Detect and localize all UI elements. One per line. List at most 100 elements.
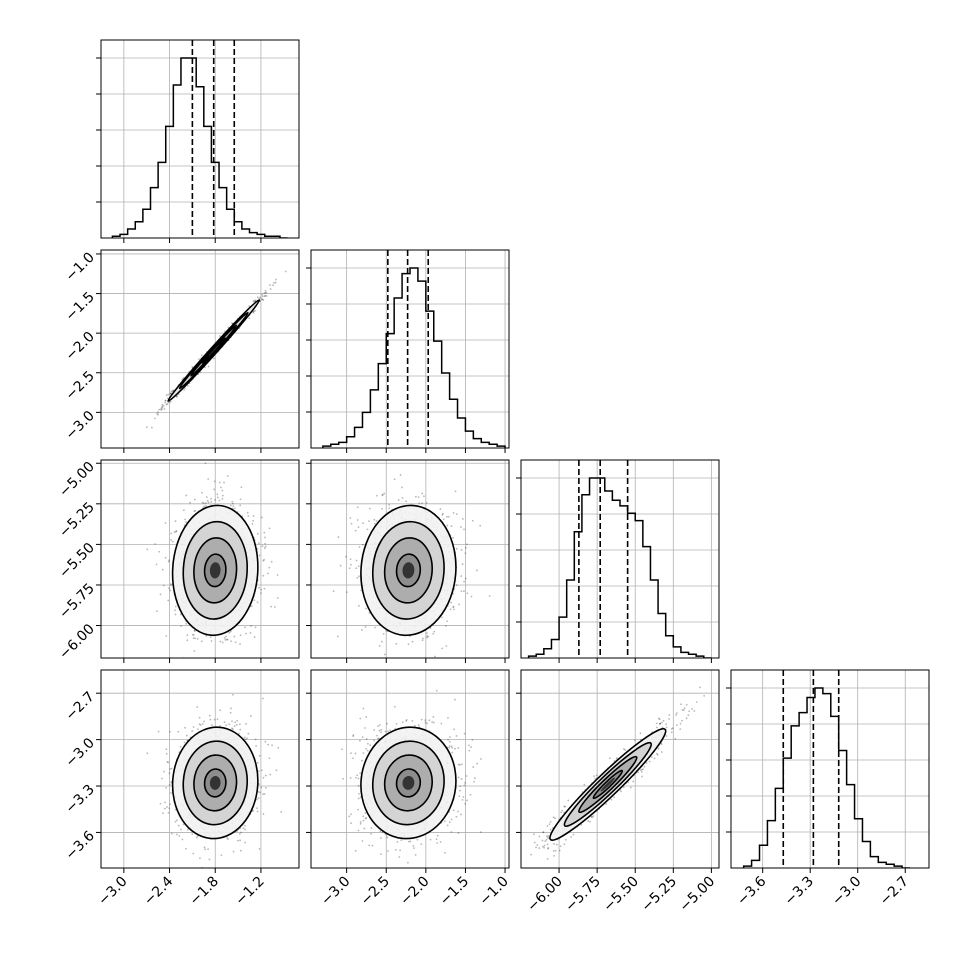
sample-point [165, 635, 168, 637]
sample-point [256, 532, 259, 535]
sample-point [203, 846, 206, 849]
sample-point [258, 754, 261, 757]
sample-point [216, 718, 219, 721]
y-tick-label: −3.6 [62, 828, 97, 863]
sample-point [228, 723, 231, 726]
sample-point [263, 295, 266, 298]
sample-point [174, 820, 177, 823]
sample-point [220, 486, 222, 489]
panel-2-2 [516, 459, 720, 663]
sample-point [458, 603, 460, 606]
sample-point [479, 524, 482, 527]
sample-point [264, 536, 266, 539]
sample-point [459, 789, 462, 792]
sample-point [252, 311, 255, 314]
sample-point [162, 404, 165, 407]
sample-point [208, 714, 211, 717]
sample-point [164, 401, 167, 404]
sample-point [225, 724, 228, 727]
sample-point [258, 586, 260, 589]
sample-point [356, 576, 359, 579]
sample-point [221, 489, 224, 492]
sample-point [171, 832, 173, 835]
sample-point [185, 734, 188, 737]
sample-point [455, 547, 458, 550]
sample-point [362, 819, 365, 822]
sample-point [216, 493, 219, 496]
sample-point [358, 546, 361, 548]
sample-point [429, 838, 432, 841]
sample-point [268, 757, 271, 760]
panel-1-0: −3.0−2.5−2.0−1.5−1.0 [62, 249, 300, 453]
sample-point [445, 625, 447, 627]
sample-point [185, 847, 187, 850]
x-tick-label: −3.3 [782, 874, 817, 909]
sample-point [356, 519, 359, 521]
sample-point [258, 297, 261, 300]
sample-point [167, 761, 170, 764]
sample-point [450, 601, 452, 604]
sample-point [193, 629, 196, 632]
sample-point [265, 295, 268, 297]
sample-point [239, 643, 241, 646]
sample-point [248, 305, 251, 307]
sample-point [421, 502, 423, 505]
sample-point [470, 746, 473, 749]
sample-point [239, 634, 242, 637]
sample-point [239, 728, 242, 731]
sample-point [244, 738, 247, 741]
sample-point [163, 408, 166, 410]
sample-point [169, 768, 171, 770]
sample-point [168, 807, 171, 810]
sample-point [161, 406, 164, 409]
sample-point [167, 401, 170, 404]
sample-point [263, 793, 266, 795]
panel-2-1 [306, 459, 510, 663]
sample-point [205, 505, 207, 507]
sample-point [355, 559, 358, 562]
sample-point [464, 577, 467, 580]
sample-point [221, 641, 224, 644]
sample-point [452, 605, 455, 608]
panel-frame [100, 459, 300, 659]
sample-point [258, 783, 260, 786]
sample-point [263, 531, 266, 534]
sample-point [366, 749, 369, 752]
sample-point [170, 792, 172, 794]
sample-point [399, 474, 402, 476]
sample-point [259, 791, 261, 794]
sample-point [171, 540, 174, 543]
sample-point [195, 836, 198, 839]
sample-point [177, 730, 180, 733]
sample-point [166, 403, 169, 405]
sample-point [210, 497, 212, 500]
panel-2-0: −6.00−5.75−5.50−5.25−5.00 [56, 459, 300, 663]
sample-point [162, 584, 165, 587]
sample-point [389, 729, 391, 732]
sample-point [383, 653, 386, 656]
x-tick-label: −1.8 [187, 874, 222, 909]
sample-point [168, 772, 171, 775]
sample-point [457, 810, 459, 813]
sample-point [364, 607, 367, 610]
sample-point [271, 744, 273, 747]
sample-point [210, 640, 213, 642]
sample-point [201, 722, 204, 725]
sample-point [203, 720, 206, 723]
sample-point [205, 635, 208, 637]
sample-point [454, 698, 456, 701]
y-tick-label: −3.0 [62, 735, 97, 770]
sample-point [204, 462, 207, 465]
sample-point [444, 851, 446, 854]
sample-point [357, 829, 360, 832]
sample-point [202, 502, 205, 505]
y-tick-label: −3.3 [62, 782, 97, 817]
sample-point [436, 842, 439, 844]
sample-point [239, 504, 242, 507]
sample-point [257, 790, 260, 793]
sample-point [260, 516, 263, 519]
sample-point [194, 509, 197, 512]
sample-point [381, 494, 384, 497]
sample-point [207, 848, 210, 851]
sample-point [336, 635, 339, 638]
